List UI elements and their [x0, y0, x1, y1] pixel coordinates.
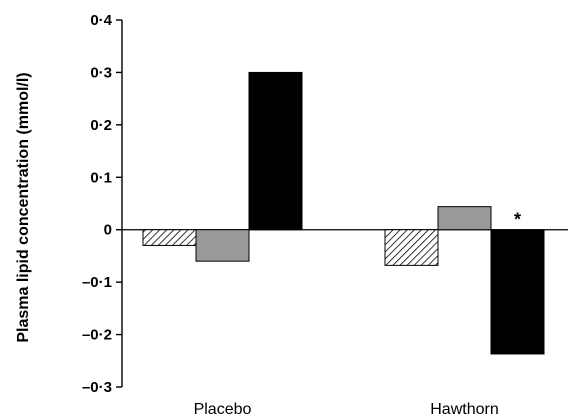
y-axis-label: Plasma lipid concentration (mmol/l): [15, 72, 32, 342]
bar-hawthorn-grey: [437, 206, 492, 231]
y-tick-label: 0·2: [90, 117, 112, 134]
y-tick-label: –0·3: [82, 379, 112, 396]
category-label: Placebo: [194, 401, 252, 418]
labels: Placebo Hawthorn *: [194, 210, 521, 418]
y-tick-label: –0·1: [82, 274, 112, 291]
significance-annotation: *: [514, 210, 521, 230]
bar-placebo-grey: [195, 229, 250, 262]
bar-placebo-black: [248, 71, 303, 231]
y-tick-label: –0·2: [82, 327, 112, 344]
y-tick-label: 0: [104, 222, 112, 239]
bars: [142, 71, 545, 355]
y-tick-label: 0·1: [90, 169, 112, 186]
bar-placebo-hatched: [142, 229, 197, 246]
category-label: Hawthorn: [430, 401, 498, 418]
bar-hawthorn-hatched: [384, 229, 439, 266]
y-tick-label: 0·3: [90, 64, 112, 81]
y-tick-label: 0·4: [90, 12, 112, 29]
bar-hawthorn-black: [490, 229, 545, 355]
